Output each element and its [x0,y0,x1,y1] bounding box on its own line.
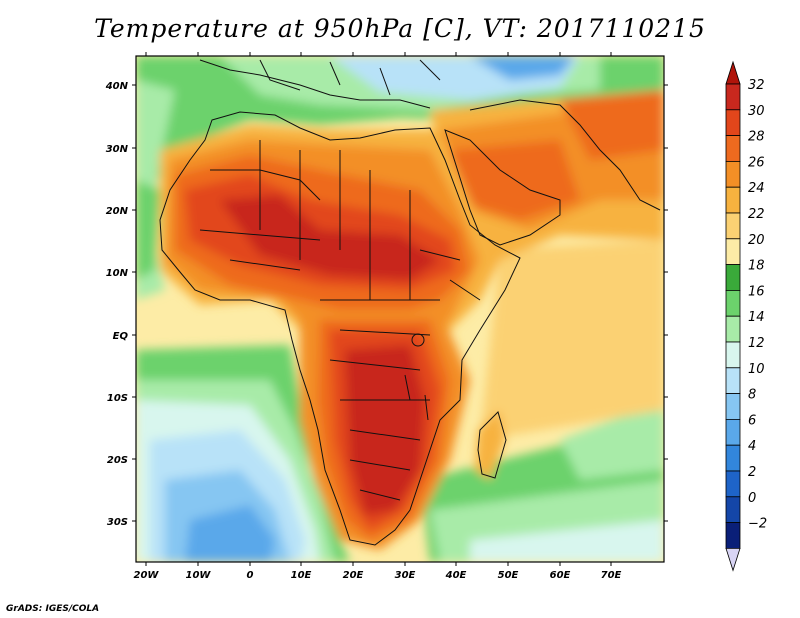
colorbar-swatch [726,239,740,265]
colorbar-label: 6 [748,413,756,428]
colorbar-swatch [726,471,740,497]
lon-label: 20W [134,570,160,581]
lat-label: 20N [106,206,129,217]
colorbar-swatch [726,84,740,110]
colorbar-label: 30 [748,104,765,119]
colorbar-label: 10 [748,362,765,377]
colorbar-swatch [726,523,740,549]
lat-label: EQ [113,331,129,342]
lon-label: 60E [550,570,571,581]
lon-label: 40E [445,570,467,581]
colorbar-label: 16 [748,284,765,299]
grads-credit: GrADS: IGES/COLA [6,604,99,614]
colorbar-swatch [726,136,740,162]
colorbar-label: 8 [748,388,756,403]
colorbar-label: 12 [748,336,765,351]
lon-label: 30E [395,570,416,581]
lon-label: 0 [247,570,254,581]
colorbar-label: 2 [748,465,756,480]
colorbar-label: 4 [748,439,756,454]
colorbar-label: 32 [748,78,765,93]
colorbar-swatch [726,110,740,136]
colorbar-label: 26 [748,155,765,170]
lat-label: 30N [106,144,129,155]
colorbar-label: 24 [748,181,765,196]
colorbar-label: 22 [748,207,765,222]
colorbar-label: 18 [748,259,765,274]
colorbar-swatch [726,445,740,471]
temperature-field [136,56,664,562]
lat-label: 30S [107,517,128,528]
lat-label: 10S [107,393,128,404]
colorbar-swatch [726,187,740,213]
colorbar-swatch [726,342,740,368]
lon-label: 10E [291,570,312,581]
lon-label: 20E [343,570,364,581]
colorbar-swatch [726,265,740,291]
colorbar-swatch [726,368,740,394]
colorbar-swatch [726,290,740,316]
colorbar-top-arrow [726,62,740,84]
colorbar-bottom-arrow [726,548,740,570]
colorbar-label: 28 [748,130,765,145]
colorbar-swatch [726,394,740,420]
colorbar-swatch [726,419,740,445]
colorbar-label: 0 [748,491,756,506]
lat-label: 40N [105,81,129,92]
lon-label: 10W [186,570,212,581]
colorbar-swatch [726,213,740,239]
colorbar-label: 20 [748,233,765,248]
colorbar-swatch [726,316,740,342]
lon-label: 70E [601,570,622,581]
colorbar-swatch [726,497,740,523]
colorbar-label: 14 [748,310,765,325]
lat-label: 10N [106,268,129,279]
colorbar-label: −2 [748,517,767,532]
colorbar-swatch [726,161,740,187]
lat-label: 20S [107,455,128,466]
lon-label: 50E [498,570,519,581]
